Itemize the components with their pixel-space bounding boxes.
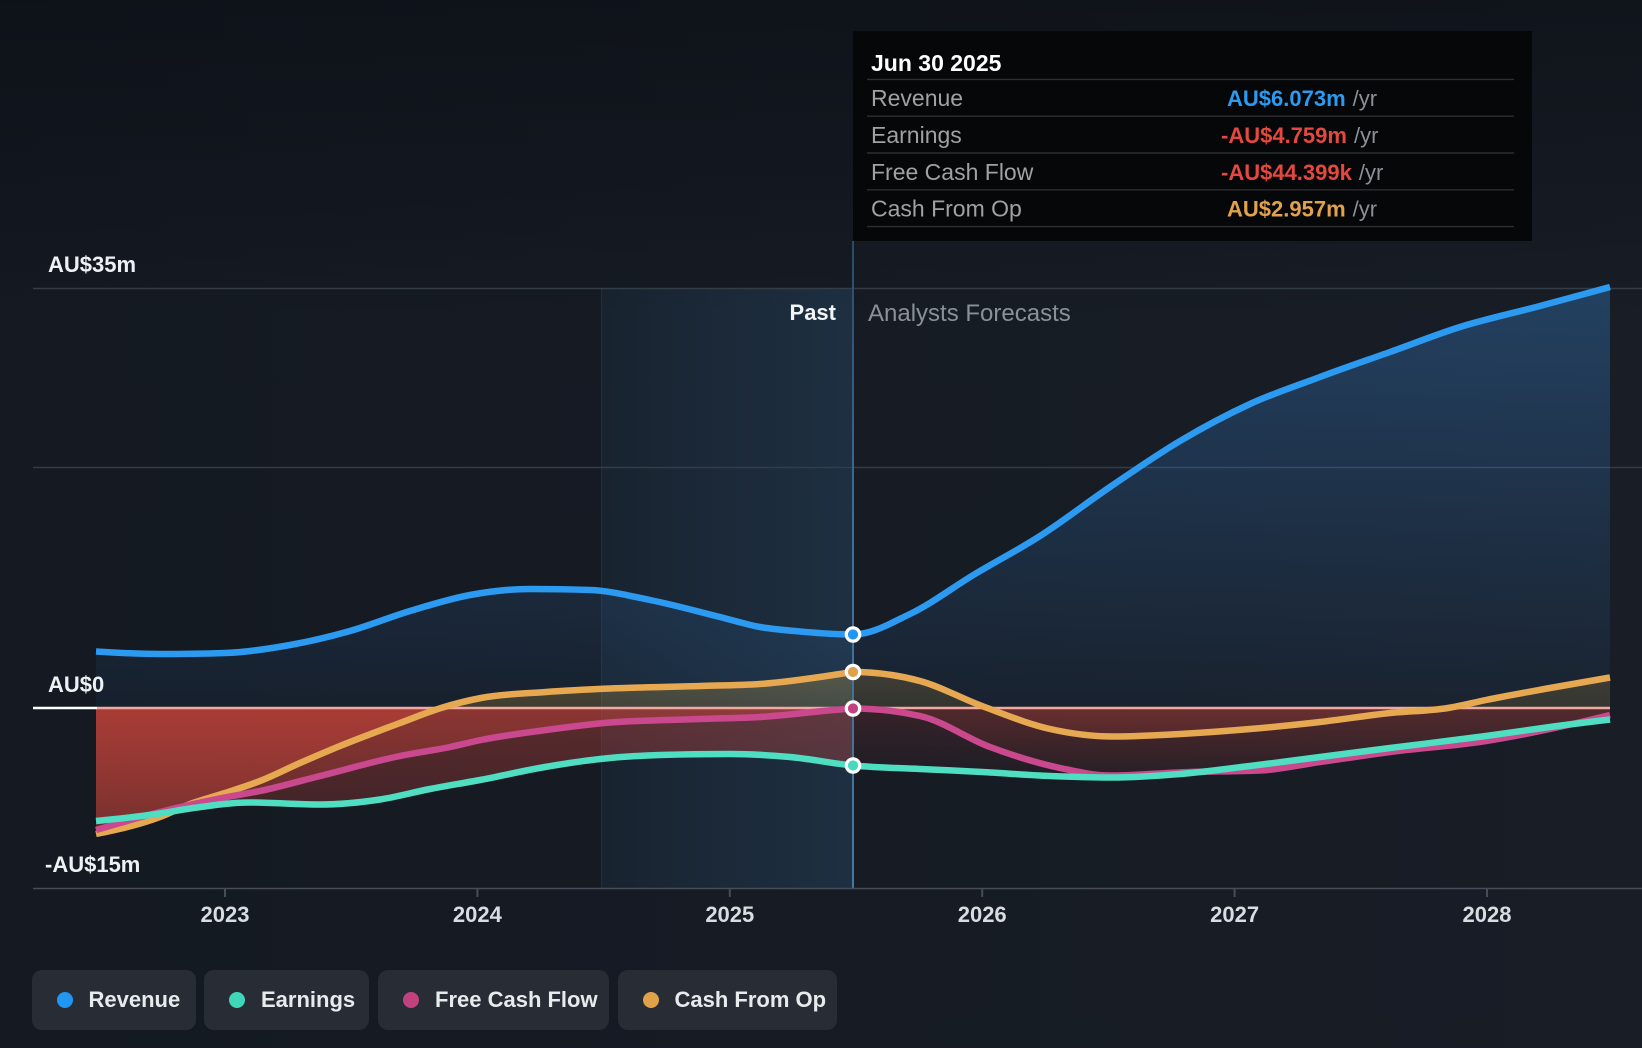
svg-text:AU$2.957m/yr: AU$2.957m/yr bbox=[1227, 197, 1377, 222]
svg-text:2027: 2027 bbox=[1210, 902, 1259, 927]
svg-text:Revenue: Revenue bbox=[871, 85, 963, 111]
svg-text:2023: 2023 bbox=[201, 902, 250, 927]
svg-text:2024: 2024 bbox=[453, 902, 503, 927]
svg-text:Free Cash Flow: Free Cash Flow bbox=[871, 159, 1034, 185]
svg-text:AU$0: AU$0 bbox=[48, 672, 104, 697]
svg-text:Past: Past bbox=[790, 300, 837, 325]
svg-text:Analysts Forecasts: Analysts Forecasts bbox=[868, 300, 1071, 327]
svg-text:-AU$44.399k/yr: -AU$44.399k/yr bbox=[1221, 160, 1383, 185]
svg-text:Cash From Op: Cash From Op bbox=[871, 196, 1022, 222]
svg-text:AU$6.073m/yr: AU$6.073m/yr bbox=[1227, 86, 1377, 111]
svg-text:AU$35m: AU$35m bbox=[48, 252, 136, 277]
svg-text:-AU$4.759m/yr: -AU$4.759m/yr bbox=[1221, 123, 1378, 148]
svg-text:2025: 2025 bbox=[705, 902, 754, 927]
svg-text:2026: 2026 bbox=[958, 902, 1007, 927]
svg-text:Jun 30 2025: Jun 30 2025 bbox=[871, 50, 1002, 76]
svg-text:Earnings: Earnings bbox=[871, 122, 962, 148]
svg-text:2028: 2028 bbox=[1463, 902, 1512, 927]
svg-text:-AU$15m: -AU$15m bbox=[45, 852, 140, 877]
